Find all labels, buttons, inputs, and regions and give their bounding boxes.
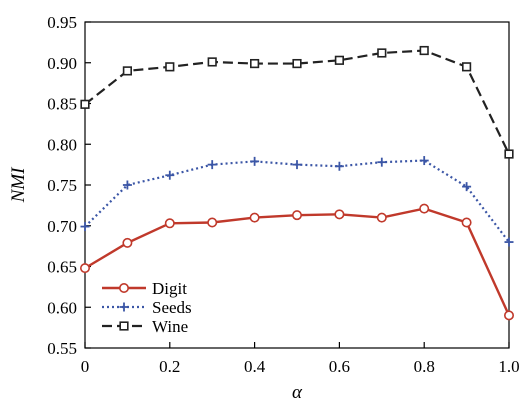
x-tick-label: 0.6 (329, 357, 350, 376)
data-point-digit (419, 203, 430, 214)
plot-area (84, 21, 510, 349)
data-point-seeds (250, 156, 260, 166)
data-point-digit (164, 218, 175, 229)
data-point-seeds (377, 157, 387, 167)
data-point-wine (419, 45, 429, 56)
data-point-wine (377, 48, 387, 58)
data-point-wine (207, 57, 217, 67)
x-tick-label: 1.0 (498, 357, 519, 376)
y-tick-label: 0.90 (47, 54, 77, 73)
series-wine (80, 45, 514, 159)
series-layer (80, 45, 514, 321)
data-point-wine (80, 99, 90, 109)
data-point-seeds (122, 180, 132, 190)
data-point-wine (461, 62, 472, 72)
y-tick-label: 0.95 (47, 13, 77, 32)
y-tick-label: 0.75 (47, 176, 77, 195)
y-tick-label: 0.85 (47, 95, 77, 114)
data-point-seeds (504, 237, 514, 247)
legend-label: Digit (152, 279, 187, 298)
data-point-seeds (419, 156, 429, 166)
y-tick-label: 0.70 (47, 217, 77, 236)
data-point-digit (461, 217, 472, 228)
data-point-seeds (80, 222, 90, 232)
legend-item-wine: Wine (102, 317, 188, 336)
x-tick-label: 0.4 (244, 357, 266, 376)
data-point-wine (334, 55, 345, 65)
legend-item-seeds: Seeds (102, 298, 192, 317)
data-point-seeds (462, 182, 472, 192)
series-line-seeds (84, 159, 510, 243)
data-point-wine (165, 62, 175, 72)
y-axis: 0.55 0.60 0.65 0.70 0.75 0.80 0.85 0.90 0.95 (47, 13, 91, 358)
plot-frame (84, 21, 510, 349)
series-line-digit (84, 207, 511, 316)
data-point-wine (122, 66, 132, 76)
series-digit (80, 203, 514, 321)
legend-marker (119, 321, 129, 331)
x-axis: 0 0.2 0.4 0.6 0.8 1.0 (81, 342, 520, 376)
legend-marker (119, 302, 129, 312)
data-point-wine (504, 149, 514, 159)
x-tick-label: 0.2 (159, 357, 180, 376)
data-point-seeds (165, 170, 175, 180)
data-point-digit (249, 212, 260, 223)
y-axis-title: NMI (8, 166, 29, 204)
data-point-digit (122, 237, 133, 248)
data-point-digit (291, 210, 302, 221)
data-point-wine (250, 58, 260, 69)
y-tick-label: 0.65 (47, 258, 77, 277)
legend-item-digit: Digit (102, 279, 187, 298)
series-line-wine (84, 49, 510, 155)
x-axis-title: α (292, 382, 303, 403)
data-point-seeds (207, 160, 217, 170)
x-tick-label: 0 (81, 357, 90, 376)
data-point-digit (334, 209, 345, 220)
data-point-digit (207, 217, 218, 228)
legend-marker (119, 282, 130, 293)
data-point-digit (376, 212, 387, 223)
y-tick-label: 0.55 (47, 339, 77, 358)
data-point-seeds (292, 160, 302, 170)
legend-label: Seeds (152, 298, 192, 317)
data-point-digit (503, 310, 514, 321)
series-seeds (80, 156, 514, 247)
y-tick-label: 0.60 (47, 298, 77, 317)
legend-label: Wine (152, 317, 188, 336)
data-point-seeds (334, 161, 344, 171)
data-point-wine (292, 58, 302, 69)
y-tick-label: 0.80 (47, 135, 77, 154)
x-tick-label: 0.8 (414, 357, 435, 376)
data-point-digit (80, 263, 91, 274)
